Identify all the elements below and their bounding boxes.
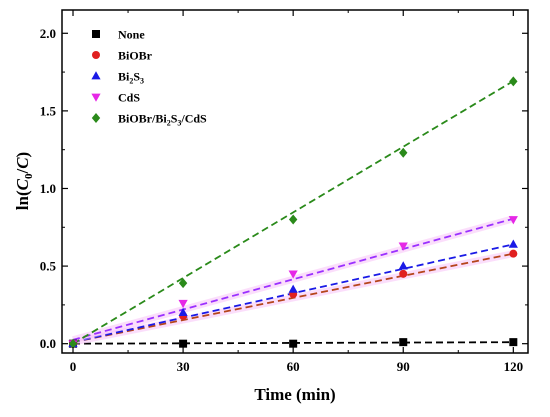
y-tick-label: 1.0 — [40, 181, 56, 196]
data-point — [508, 239, 518, 248]
legend-marker — [92, 51, 100, 59]
x-tick-label: 60 — [287, 359, 300, 374]
legend-label: BiOBr — [118, 49, 153, 63]
plot-frame — [61, 9, 529, 354]
x-tick-label: 90 — [397, 359, 410, 374]
fit-line — [72, 217, 514, 341]
data-point — [399, 338, 408, 347]
data-point — [68, 338, 78, 349]
x-tick-label: 30 — [177, 359, 190, 374]
data-point — [288, 214, 298, 225]
y-axis-title: ln(C0/C) — [13, 152, 35, 210]
data-point — [508, 216, 518, 225]
x-tick-label: 120 — [504, 359, 524, 374]
data-point — [398, 261, 408, 270]
data-point — [178, 299, 188, 309]
data-point — [288, 270, 298, 279]
data-point — [289, 339, 298, 348]
x-tick-label: 0 — [70, 359, 77, 374]
data-point — [398, 242, 408, 251]
fit-line — [72, 80, 514, 345]
data-point — [178, 278, 188, 289]
x-axis-title: Time (min) — [254, 385, 335, 404]
legend-label: Bi2​S3​ — [118, 70, 144, 86]
data-point — [399, 269, 408, 278]
data-point — [509, 249, 518, 258]
y-tick-label: 2.0 — [40, 26, 56, 41]
data-point — [509, 76, 518, 87]
y-tick-label: 1.5 — [40, 103, 57, 118]
legend-marker — [92, 30, 100, 38]
data-point — [178, 307, 188, 317]
legend-label: CdS — [118, 91, 140, 105]
y-tick-label: 0.0 — [40, 336, 56, 351]
legend-label: None — [118, 28, 145, 42]
data-point — [179, 339, 188, 348]
data-point — [399, 147, 408, 158]
data-point — [509, 338, 518, 347]
legend-marker — [91, 71, 101, 80]
legend-label: BiOBr/Bi2​S3​/CdS — [118, 112, 207, 128]
y-tick-label: 0.5 — [40, 259, 57, 274]
legend-marker — [91, 113, 101, 123]
data-point — [288, 284, 298, 293]
legend-marker — [91, 93, 101, 102]
